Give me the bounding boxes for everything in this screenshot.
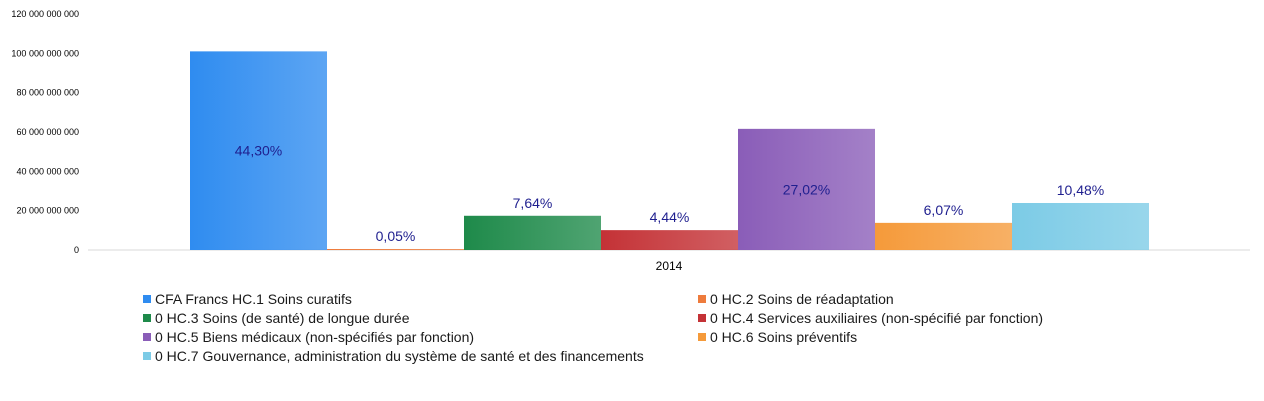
bar (464, 215, 601, 250)
legend-item: 0 HC.3 Soins (de santé) de longue durée (143, 308, 698, 327)
y-tick-label: 20 000 000 000 (16, 206, 79, 216)
x-tick-label: 2014 (656, 259, 683, 273)
legend-swatch (698, 313, 706, 322)
legend: CFA Francs HC.1 Soins curatifs 0 HC.2 Soi… (143, 289, 1143, 365)
legend-swatch (143, 351, 151, 360)
data-label: 44,30% (235, 143, 282, 159)
legend-label: CFA Francs HC.1 Soins curatifs (155, 290, 352, 307)
legend-label: 0 HC.3 Soins (de santé) de longue durée (155, 309, 410, 326)
legend-swatch (143, 313, 151, 322)
bar (190, 51, 327, 250)
y-tick-label: 0 (74, 245, 79, 255)
data-label: 0,05% (376, 228, 416, 244)
legend-item: 0 HC.2 Soins de réadaptation (698, 289, 1143, 308)
bar-series-group (190, 51, 1149, 250)
y-tick-label: 80 000 000 000 (16, 88, 79, 98)
legend-item: 0 HC.4 Services auxiliaires (non-spécifi… (698, 308, 1143, 327)
bar (1012, 202, 1149, 250)
bar-chart: 0 20 000 000 000 40 000 000 000 60 000 000 … (11, 9, 1250, 273)
legend-label: 0 HC.4 Services auxiliaires (non-spécifi… (710, 309, 1044, 326)
legend-item: 0 HC.6 Soins préventifs (698, 327, 1143, 346)
legend-swatch (698, 332, 706, 341)
data-label: 6,07% (924, 202, 964, 218)
bar (875, 222, 1012, 250)
data-labels-group: 44,30% 0,05% 7,64% 4,44% 27,02% 6,07% 10,48% (235, 143, 1104, 244)
data-label: 7,64% (513, 195, 553, 211)
data-label: 4,44% (650, 209, 690, 225)
legend-label: 0 HC.6 Soins préventifs (710, 328, 858, 345)
legend-item: CFA Francs HC.1 Soins curatifs (143, 289, 698, 308)
legend-label: 0 HC.2 Soins de réadaptation (710, 290, 894, 307)
legend-swatch (143, 294, 151, 303)
legend-item: 0 HC.5 Biens médicaux (non-spécifiés par… (143, 327, 698, 346)
data-label: 10,48% (1057, 182, 1104, 198)
y-tick-label: 120 000 000 000 (11, 9, 79, 19)
y-tick-label: 40 000 000 000 (16, 166, 79, 176)
legend-label: 0 HC.7 Gouvernance, administration du sy… (155, 347, 644, 364)
legend-label: 0 HC.5 Biens médicaux (non-spécifiés par… (155, 328, 475, 345)
data-label: 27,02% (783, 181, 830, 197)
bar (601, 230, 738, 250)
y-tick-label: 100 000 000 000 (11, 48, 79, 58)
legend-item: 0 HC.7 Gouvernance, administration du sy… (143, 346, 698, 365)
y-tick-label: 60 000 000 000 (16, 127, 79, 137)
bar (738, 128, 875, 250)
legend-swatch (143, 332, 151, 341)
bar (327, 249, 464, 250)
y-axis: 0 20 000 000 000 40 000 000 000 60 000 000 … (11, 9, 79, 255)
legend-swatch (698, 294, 706, 303)
